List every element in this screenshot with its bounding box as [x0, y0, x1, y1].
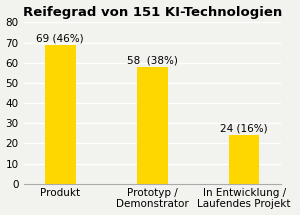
Text: 58  (38%): 58 (38%) — [127, 55, 178, 65]
Bar — [45, 45, 76, 184]
Text: 69 (46%): 69 (46%) — [37, 33, 84, 43]
Bar — [137, 67, 167, 184]
Title: Reifegrad von 151 KI-Technologien: Reifegrad von 151 KI-Technologien — [22, 6, 282, 18]
Text: 24 (16%): 24 (16%) — [220, 124, 268, 134]
Bar — [229, 135, 260, 184]
